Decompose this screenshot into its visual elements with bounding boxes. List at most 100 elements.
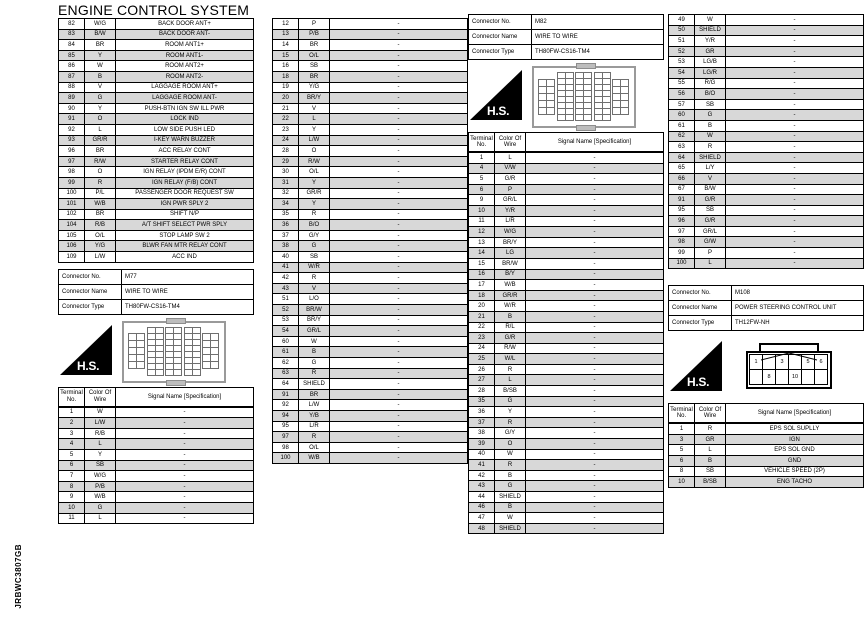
connector-body bbox=[746, 351, 832, 390]
table-row: 3 R/B - bbox=[58, 427, 254, 440]
table-row: 56 B/O - bbox=[668, 88, 864, 100]
connector-pin-column bbox=[183, 326, 193, 376]
connector-pin-column bbox=[620, 73, 629, 121]
table-row: 14 LG - bbox=[468, 247, 664, 259]
terminal-cell: 9 bbox=[468, 194, 495, 206]
table-row: 51 Y/R - bbox=[668, 35, 864, 47]
hs-triangle-icon: H.S. bbox=[470, 70, 522, 120]
wire-color-cell: V bbox=[298, 282, 330, 295]
wire-color-cell: G bbox=[84, 502, 116, 514]
connector-type-row: Connector Type TH80FW-CS16-TM4 bbox=[58, 298, 254, 315]
wire-color-cell: R bbox=[694, 423, 726, 435]
connector-no-value: M108 bbox=[731, 285, 864, 302]
wire-color-cell: Y bbox=[84, 49, 116, 62]
terminal-cell: 64 bbox=[272, 378, 299, 390]
table-row: 92 L LOW SIDE PUSH LED bbox=[58, 123, 254, 136]
terminal-cell: 38 bbox=[468, 427, 495, 440]
signal-name-cell: A/T SHIFT SELECT PWR SPLY bbox=[115, 219, 254, 231]
terminal-cell: 43 bbox=[272, 282, 299, 295]
wire-color-cell: R bbox=[694, 141, 726, 153]
table-row: 14 BR - bbox=[272, 39, 468, 51]
connector-arc-icon bbox=[760, 352, 818, 361]
connector-pin-column bbox=[202, 328, 211, 376]
wire-color-cell: R bbox=[298, 208, 330, 221]
terminal-cell: 42 bbox=[272, 272, 299, 284]
wire-color-cell: V bbox=[298, 102, 330, 115]
terminal-cell: 38 bbox=[272, 240, 299, 253]
column-3: Connector No. M82 Connector Name WIRE TO… bbox=[468, 14, 664, 535]
signal-name-cell: - bbox=[525, 374, 664, 387]
wire-color-cell: BR bbox=[84, 208, 116, 221]
table-row: 49 W - bbox=[668, 14, 864, 26]
wire-color-cell: Y bbox=[84, 449, 116, 461]
signal-name-cell: - bbox=[525, 289, 664, 302]
wire-color-cell: R bbox=[494, 363, 526, 376]
terminal-cell: 40 bbox=[468, 448, 495, 461]
wire-color-cell: B bbox=[494, 501, 526, 514]
wire-color-cell: W/B bbox=[84, 198, 116, 210]
terminal-cell: 7 bbox=[58, 470, 85, 482]
terminal-cell: 55 bbox=[668, 77, 695, 90]
wire-color-cell: Y/R bbox=[494, 204, 526, 217]
terminal-cell: 49 bbox=[668, 14, 695, 26]
terminal-cell: 34 bbox=[272, 198, 299, 210]
terminal-cell: 10 bbox=[468, 204, 495, 217]
terminal-cell: 6 bbox=[58, 459, 85, 472]
connector-name-row: Connector Name POWER STEERING CONTROL UN… bbox=[668, 300, 864, 317]
wire-color-cell: W bbox=[84, 60, 116, 72]
signal-name-cell: - bbox=[525, 332, 664, 344]
terminal-cell: 36 bbox=[272, 219, 299, 231]
table-row: 63 R - bbox=[668, 141, 864, 153]
terminal-cell: 99 bbox=[58, 176, 85, 189]
terminal-cell: 20 bbox=[272, 92, 299, 104]
terminal-cell: 65 bbox=[668, 162, 695, 174]
terminal-cell: 3 bbox=[668, 433, 695, 446]
signal-name-cell: - bbox=[329, 208, 468, 221]
terminal-cell: 6 bbox=[668, 455, 695, 467]
terminal-header-m108: Terminal No. Color Of Wire Signal Name [Sp… bbox=[668, 403, 864, 424]
terminal-cell: 97 bbox=[272, 431, 299, 443]
signal-name-cell: - bbox=[329, 49, 468, 62]
terminal-cell: 27 bbox=[468, 374, 495, 387]
terminal-cell: 12 bbox=[272, 18, 299, 30]
table-row: 23 Y - bbox=[272, 123, 468, 136]
connector-no-value: M82 bbox=[531, 14, 664, 30]
terminal-cell: 85 bbox=[58, 49, 85, 62]
table-row: 47 W - bbox=[468, 512, 664, 524]
table-row: 100 L - bbox=[668, 257, 864, 270]
table-row: 99 R IGN RELAY (F/B) CONT bbox=[58, 176, 254, 189]
terminal-cell: 24 bbox=[272, 134, 299, 147]
connector-pin-column bbox=[601, 72, 611, 121]
connector-pin-1: 1 bbox=[749, 354, 763, 371]
table-row: 41 R - bbox=[468, 459, 664, 471]
table-row: 15 O/L - bbox=[272, 49, 468, 62]
signal-name-cell: - bbox=[525, 257, 664, 270]
terminal-cell: 53 bbox=[668, 56, 695, 68]
terminal-cell: 20 bbox=[468, 300, 495, 312]
wire-color-cell: BR/Y bbox=[298, 92, 330, 104]
signal-name-cell: - bbox=[725, 77, 864, 90]
connector-name-row: Connector Name WIRE TO WIRE bbox=[468, 29, 664, 45]
connector-pin-blank bbox=[749, 369, 763, 386]
wire-color-cell: L bbox=[494, 374, 526, 387]
signal-name-cell: - bbox=[329, 282, 468, 295]
connector-type-value: TH80FW-CS16-TM4 bbox=[121, 298, 254, 315]
connector-type-row: Connector Type TH12FW-NH bbox=[668, 315, 864, 332]
terminal-cell: 6 bbox=[468, 183, 495, 196]
terminal-cell: 61 bbox=[272, 346, 299, 358]
terminal-cell: 5 bbox=[668, 444, 695, 457]
table-row: 12 W/G - bbox=[468, 226, 664, 238]
terminal-cell: 37 bbox=[468, 416, 495, 429]
table-row: 102 BR SHIFT N/P bbox=[58, 208, 254, 221]
connector-no-row: Connector No. M108 bbox=[668, 285, 864, 302]
signal-name-cell: - bbox=[329, 134, 468, 147]
terminal-cell: 1 bbox=[58, 406, 85, 419]
table-row: 35 G - bbox=[468, 395, 664, 408]
signal-name-cell: - bbox=[329, 81, 468, 94]
signal-name-cell: - bbox=[525, 459, 664, 471]
pin-table-continued-body: 82 W/G BACK DOOR ANT+ 83 B/W BACK DOOR ANT- 84… bbox=[58, 18, 254, 263]
pin-table-m82-body: 1 L -4 V/W -5 G/R -6 P -9 GR/L -10 Y/R -11 L/R -12 W/G -… bbox=[468, 152, 664, 535]
terminal-cell: 24 bbox=[468, 342, 495, 355]
